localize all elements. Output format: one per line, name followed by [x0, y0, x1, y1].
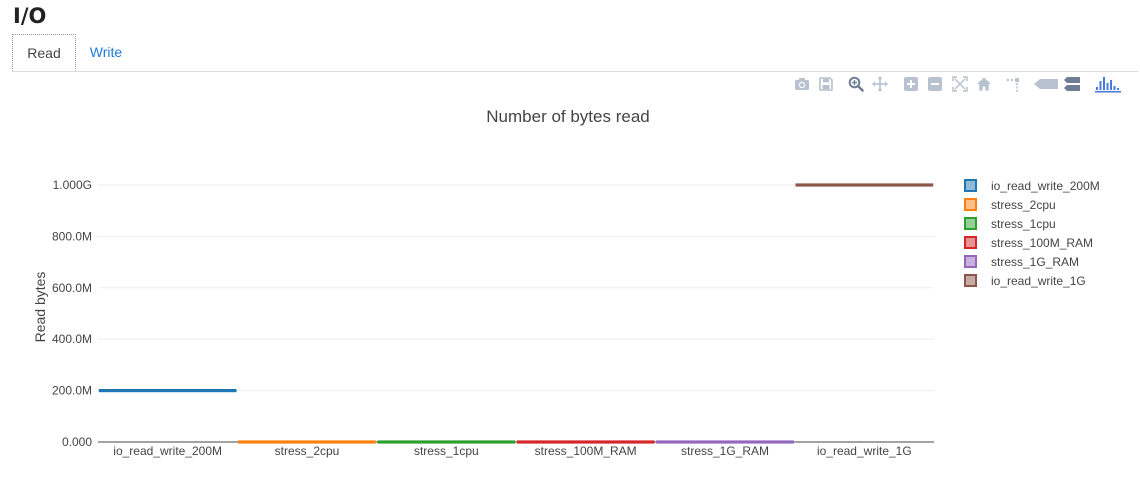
tab-bar: Read Write: [12, 34, 1138, 72]
legend-swatch: [964, 236, 977, 249]
x-tick-label: stress_2cpu: [275, 444, 340, 458]
tab-read[interactable]: Read: [12, 34, 76, 71]
legend-swatch: [964, 217, 977, 230]
hover-compare-icon: [1064, 77, 1080, 91]
autoscale-button[interactable]: [951, 75, 971, 93]
spikelines-button[interactable]: [1005, 75, 1025, 93]
plotly-logo-link[interactable]: [1095, 75, 1121, 93]
y-axis-label: Read bytes: [32, 272, 48, 343]
chart-title: Number of bytes read: [486, 107, 649, 126]
tab-write[interactable]: Write: [89, 44, 123, 60]
zoom-out-icon: [928, 77, 942, 91]
y-tick-label: 600.0M: [52, 281, 92, 295]
reset-axes-button[interactable]: [975, 75, 995, 93]
hover-closest-button[interactable]: [1033, 75, 1059, 93]
x-tick-label: io_read_write_1G: [817, 444, 912, 458]
spikelines-icon: [1007, 78, 1019, 92]
legend-label: stress_1G_RAM: [991, 255, 1079, 269]
x-tick-label: io_read_write_200M: [113, 444, 222, 458]
legend-item[interactable]: io_read_write_200M: [964, 179, 1100, 193]
legend-label: io_read_write_1G: [991, 274, 1086, 288]
camera-icon: [795, 78, 809, 90]
hover-compare-button[interactable]: [1063, 75, 1083, 93]
box-traces: [98, 183, 934, 444]
plotly-logo-icon: [1095, 77, 1121, 93]
grid-lines: [98, 184, 934, 392]
autoscale-icon: [952, 76, 968, 92]
pan-icon: [872, 76, 888, 92]
download-png-button[interactable]: [793, 75, 813, 93]
zoom-out-button[interactable]: [926, 75, 946, 93]
zoom-icon: [848, 76, 864, 92]
legend-label: stress_100M_RAM: [991, 236, 1093, 250]
hover-closest-icon: [1034, 79, 1058, 89]
legend-label: io_read_write_200M: [991, 179, 1100, 193]
legend: io_read_write_200M stress_2cpu stress_1cpu…: [964, 179, 1100, 288]
pan-button[interactable]: [871, 75, 891, 93]
legend-item[interactable]: stress_1G_RAM: [964, 255, 1079, 269]
page-title: I/O: [13, 4, 47, 28]
save-icon: [819, 77, 833, 91]
y-axis-ticks: 0.000 200.0M 400.0M 600.0M 800.0M 1.000G: [52, 178, 92, 449]
legend-item[interactable]: stress_2cpu: [964, 198, 1056, 212]
y-tick-label: 0.000: [62, 435, 92, 449]
x-tick-label: stress_100M_RAM: [535, 444, 637, 458]
x-axis-ticks: io_read_write_200M stress_2cpu stress_1cpu…: [113, 444, 911, 458]
legend-item[interactable]: io_read_write_1G: [964, 274, 1086, 288]
legend-item[interactable]: stress_1cpu: [964, 217, 1056, 231]
legend-swatch: [964, 198, 977, 211]
zoom-button[interactable]: [847, 75, 867, 93]
zoom-in-icon: [904, 77, 918, 91]
x-tick-label: stress_1cpu: [414, 444, 479, 458]
legend-swatch: [964, 255, 977, 268]
legend-label: stress_1cpu: [991, 217, 1056, 231]
y-tick-label: 200.0M: [52, 384, 92, 398]
zoom-in-button[interactable]: [902, 75, 922, 93]
save-button[interactable]: [817, 75, 837, 93]
y-tick-label: 400.0M: [52, 332, 92, 346]
y-tick-label: 800.0M: [52, 229, 92, 243]
x-tick-label: stress_1G_RAM: [681, 444, 769, 458]
legend-item[interactable]: stress_100M_RAM: [964, 236, 1093, 250]
legend-swatch: [964, 274, 977, 287]
y-tick-label: 1.000G: [53, 178, 92, 192]
home-icon: [977, 77, 991, 91]
legend-label: stress_2cpu: [991, 198, 1056, 212]
legend-swatch: [964, 179, 977, 192]
